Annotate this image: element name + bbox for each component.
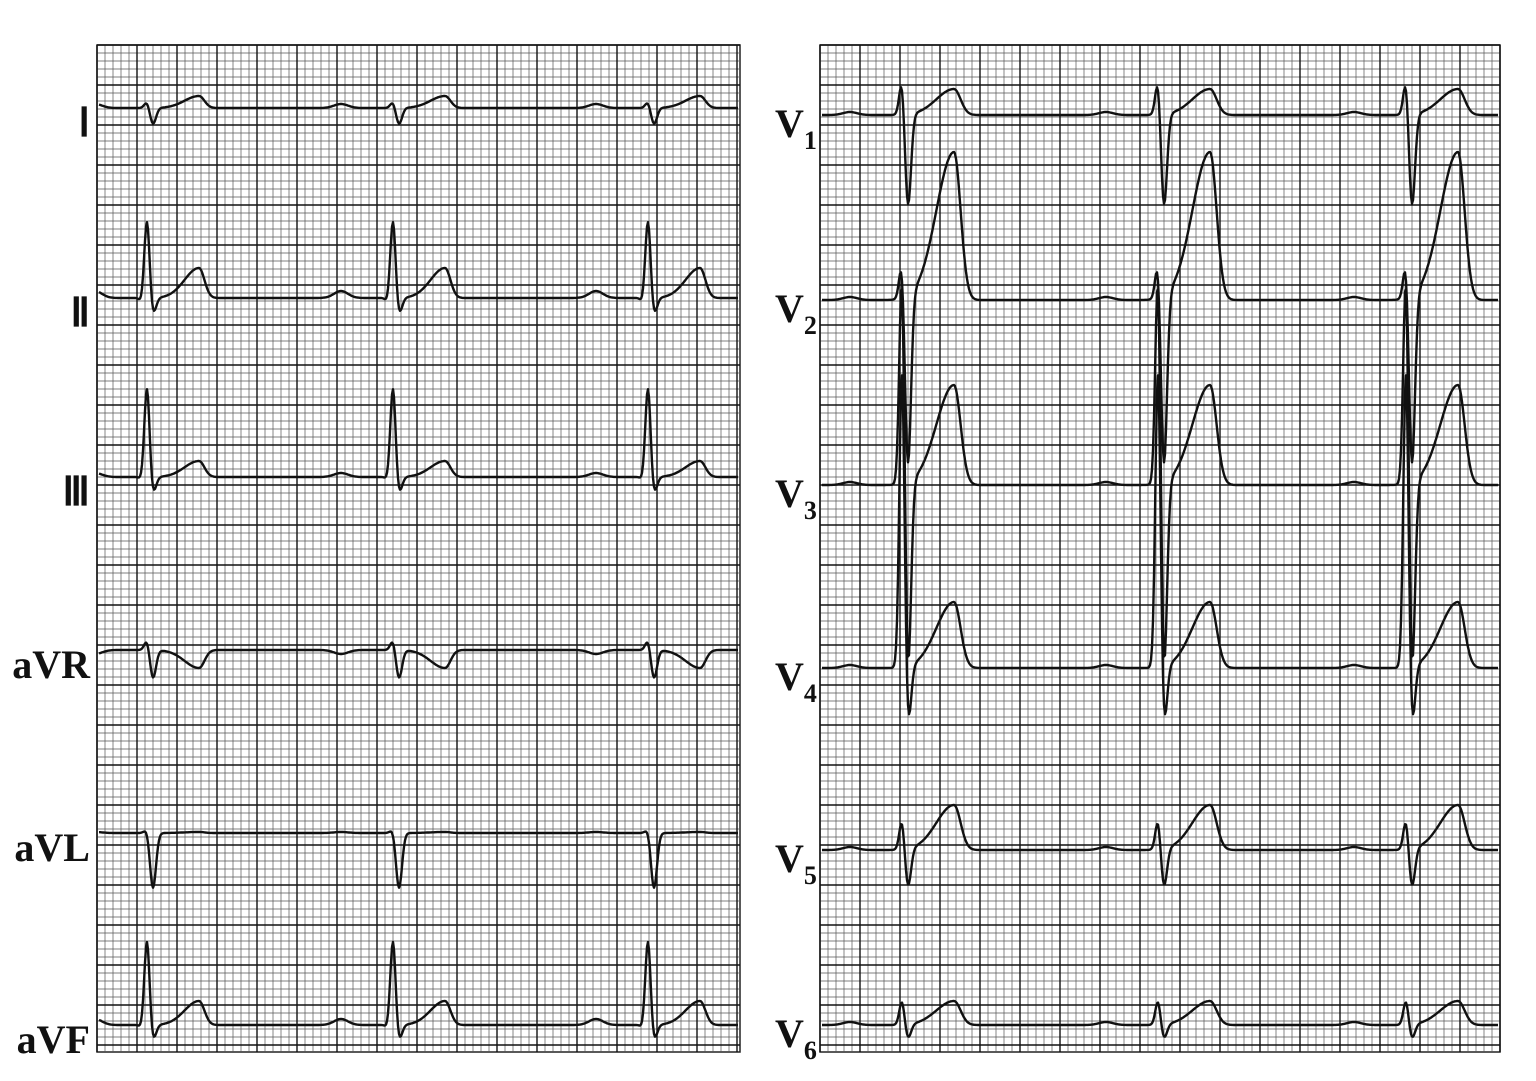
- grid-paper: [96, 44, 1501, 1053]
- lead-subscript: 3: [804, 496, 817, 525]
- ecg-trace: [821, 803, 1499, 886]
- lead-subscript: 6: [804, 1036, 817, 1065]
- lead-subscript: 5: [804, 861, 817, 890]
- lead-letter: V: [775, 471, 804, 516]
- ecg-trace: [821, 86, 1499, 205]
- ecg-trace: [821, 999, 1499, 1038]
- lead-subscript: 2: [804, 311, 817, 340]
- minor-grid: [97, 45, 740, 1052]
- ecg-trace: [98, 94, 739, 125]
- ecg-trace: [821, 374, 1499, 716]
- ecg-trace: [98, 641, 739, 679]
- lead-label: V4: [775, 654, 817, 708]
- lead-label: V3: [775, 471, 817, 525]
- ecg-trace: [98, 830, 739, 889]
- lead-label: V1: [775, 101, 817, 155]
- ecg-trace: [821, 288, 1499, 658]
- lead-label: Ⅲ: [62, 469, 90, 514]
- ecg-trace: [98, 221, 739, 312]
- lead-letter: V: [775, 1011, 804, 1056]
- lead-label: V2: [775, 286, 817, 340]
- lead-label: aVR: [12, 642, 91, 687]
- lead-subscript: 4: [804, 679, 817, 708]
- ecg-traces: [98, 86, 1499, 1038]
- ecg-trace: [98, 940, 739, 1038]
- lead-label: V6: [775, 1011, 817, 1065]
- lead-letter: V: [775, 286, 804, 331]
- ecg-trace: [98, 388, 739, 491]
- lead-letter: V: [775, 654, 804, 699]
- lead-label: aVL: [14, 825, 90, 870]
- lead-letter: V: [775, 101, 804, 146]
- lead-label: Ⅰ: [78, 100, 90, 145]
- major-grid: [96, 44, 740, 1052]
- lead-subscript: 1: [804, 126, 817, 155]
- lead-label: Ⅱ: [70, 290, 90, 335]
- lead-label: aVF: [17, 1017, 90, 1062]
- lead-letter: V: [775, 836, 804, 881]
- lead-label: V5: [775, 836, 817, 890]
